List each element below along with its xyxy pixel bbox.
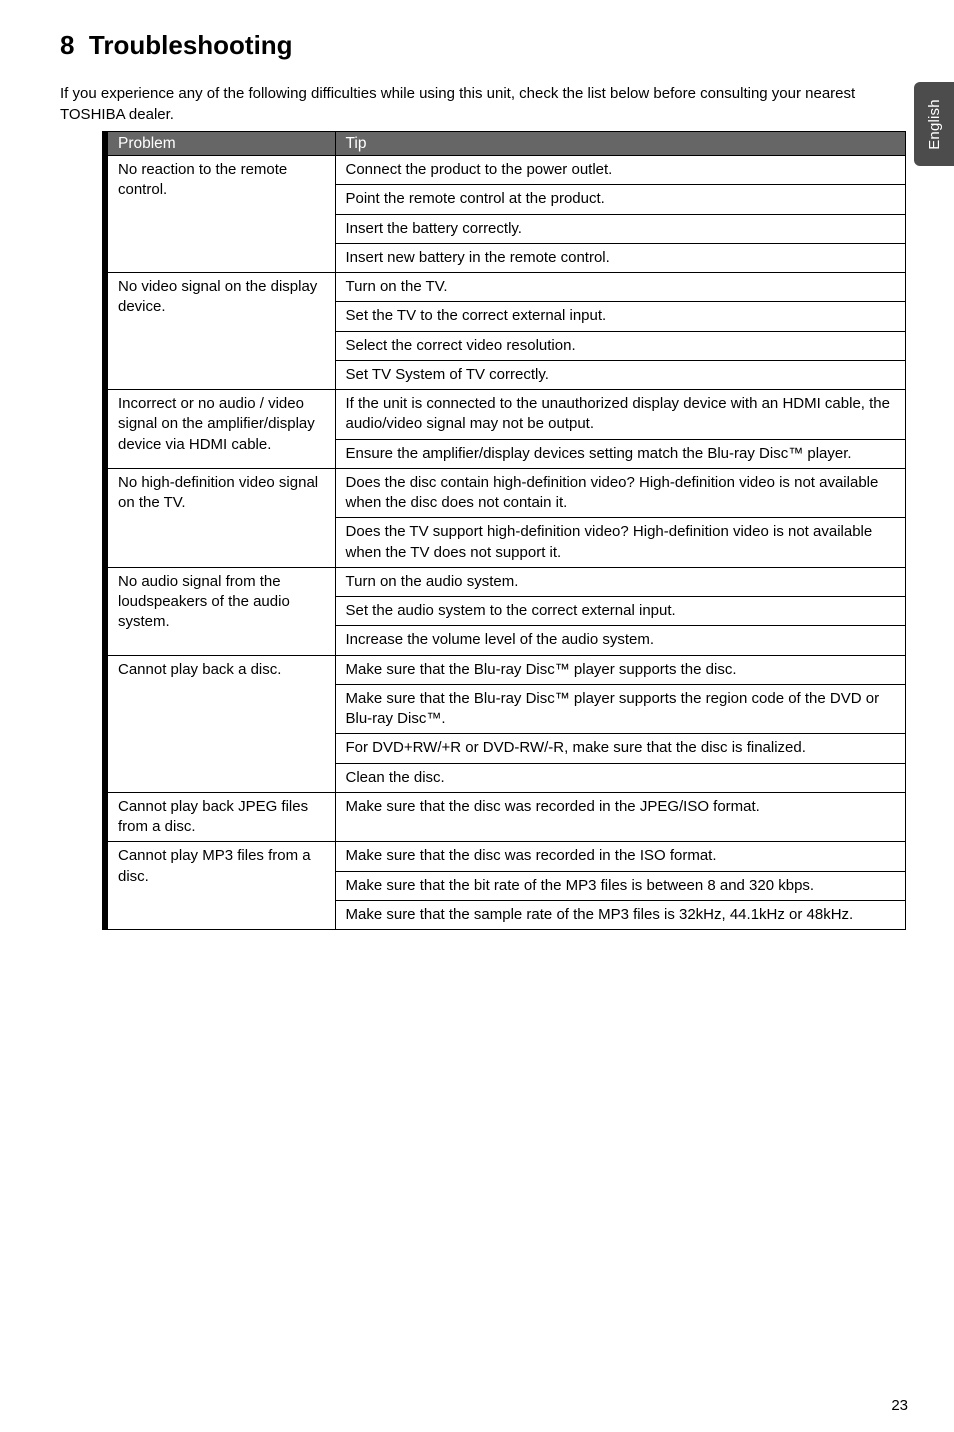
section-number: 8 <box>60 30 74 60</box>
tip-cell: Turn on the audio system. <box>335 567 906 596</box>
table-header-row: Problem Tip <box>105 132 906 156</box>
tip-cell: For DVD+RW/+R or DVD-RW/-R, make sure th… <box>335 734 906 763</box>
table-row: Cannot play back a disc.Make sure that t… <box>105 655 906 684</box>
table-row: No video signal on the display device.Tu… <box>105 273 906 302</box>
tip-cell: Turn on the TV. <box>335 273 906 302</box>
tip-cell: Select the correct video resolution. <box>335 331 906 360</box>
problem-cell: No video signal on the display device. <box>105 273 335 390</box>
tip-cell: Point the remote control at the product. <box>335 185 906 214</box>
table-header-tip: Tip <box>335 132 906 156</box>
page-number: 23 <box>891 1397 908 1414</box>
table-row: Incorrect or no audio / video signal on … <box>105 390 906 440</box>
tip-cell: Make sure that the disc was recorded in … <box>335 842 906 871</box>
problem-cell: No high-definition video signal on the T… <box>105 468 335 567</box>
problem-cell: Cannot play back a disc. <box>105 655 335 792</box>
tip-cell: Set the audio system to the correct exte… <box>335 597 906 626</box>
tip-cell: Make sure that the Blu-ray Disc™ player … <box>335 655 906 684</box>
tip-cell: Ensure the amplifier/display devices set… <box>335 439 906 468</box>
table-row: No reaction to the remote control.Connec… <box>105 156 906 185</box>
problem-cell: No audio signal from the loudspeakers of… <box>105 567 335 655</box>
tip-cell: Make sure that the sample rate of the MP… <box>335 900 906 929</box>
tip-cell: Insert new battery in the remote control… <box>335 243 906 272</box>
troubleshooting-table: Problem Tip No reaction to the remote co… <box>102 131 906 930</box>
troubleshooting-table-wrap: Problem Tip No reaction to the remote co… <box>102 131 906 930</box>
page-content: 8 Troubleshooting If you experience any … <box>0 0 954 970</box>
problem-cell: Cannot play MP3 files from a disc. <box>105 842 335 930</box>
table-row: Cannot play back JPEG files from a disc.… <box>105 792 906 842</box>
tip-cell: If the unit is connected to the unauthor… <box>335 390 906 440</box>
section-title-text: Troubleshooting <box>89 30 293 60</box>
tip-cell: Make sure that the Blu-ray Disc™ player … <box>335 684 906 734</box>
table-row: No high-definition video signal on the T… <box>105 468 906 518</box>
language-tab: English <box>914 82 954 166</box>
table-row: No audio signal from the loudspeakers of… <box>105 567 906 596</box>
tip-cell: Connect the product to the power outlet. <box>335 156 906 185</box>
tip-cell: Does the TV support high-definition vide… <box>335 518 906 568</box>
tip-cell: Increase the volume level of the audio s… <box>335 626 906 655</box>
tip-cell: Clean the disc. <box>335 763 906 792</box>
tip-cell: Make sure that the disc was recorded in … <box>335 792 906 842</box>
language-tab-label: English <box>926 99 943 150</box>
problem-cell: Cannot play back JPEG files from a disc. <box>105 792 335 842</box>
problem-cell: No reaction to the remote control. <box>105 156 335 273</box>
tip-cell: Insert the battery correctly. <box>335 214 906 243</box>
table-row: Cannot play MP3 files from a disc.Make s… <box>105 842 906 871</box>
tip-cell: Set the TV to the correct external input… <box>335 302 906 331</box>
tip-cell: Does the disc contain high-definition vi… <box>335 468 906 518</box>
problem-cell: Incorrect or no audio / video signal on … <box>105 390 335 469</box>
section-heading: 8 Troubleshooting <box>60 30 906 61</box>
tip-cell: Make sure that the bit rate of the MP3 f… <box>335 871 906 900</box>
intro-paragraph: If you experience any of the following d… <box>60 83 906 125</box>
tip-cell: Set TV System of TV correctly. <box>335 360 906 389</box>
table-header-problem: Problem <box>105 132 335 156</box>
